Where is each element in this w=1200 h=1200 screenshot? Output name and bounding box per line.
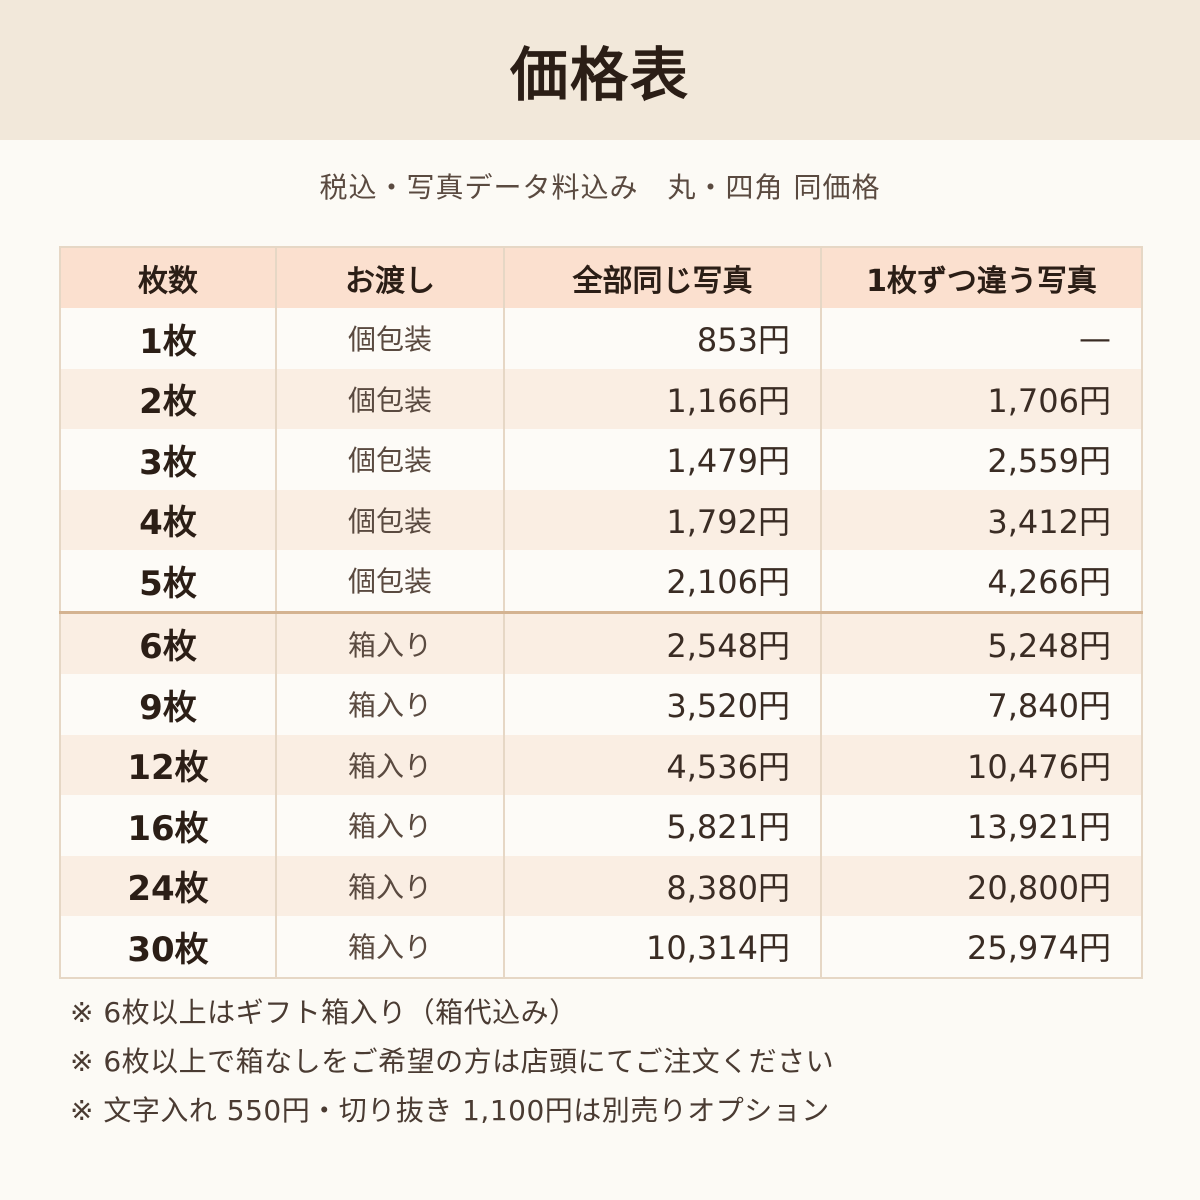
- same-photo-price-cell: 8,380円: [503, 855, 821, 916]
- footnote-options: ※ 文字入れ 550円・切り抜き 1,100円は別売りオプション: [70, 1094, 830, 1127]
- packaging-cell: 個包装: [275, 550, 504, 612]
- same-photo-price-cell: 2,106円: [503, 550, 821, 612]
- table-row: 12枚 箱入り 4,536円 10,476円: [60, 734, 1142, 795]
- column-header-packaging: お渡し: [275, 247, 504, 308]
- same-photo-price-cell: 3,520円: [503, 674, 821, 735]
- quantity-cell: 9枚: [60, 674, 276, 735]
- different-photo-price-cell: 3,412円: [820, 489, 1142, 550]
- different-photo-price-cell: 1,706円: [820, 368, 1142, 429]
- header-band: 価格表: [0, 0, 1200, 140]
- same-photo-price-cell: 1,792円: [503, 489, 821, 550]
- packaging-cell: 箱入り: [275, 610, 504, 674]
- different-photo-price-cell: 13,921円: [820, 795, 1142, 856]
- quantity-cell: 24枚: [60, 855, 276, 916]
- same-photo-price-cell: 853円: [503, 308, 821, 369]
- different-photo-price-cell: 7,840円: [820, 674, 1142, 735]
- table-row: 4枚 個包装 1,792円 3,412円: [60, 489, 1142, 550]
- different-photo-price-cell: 2,559円: [820, 429, 1142, 490]
- different-photo-price-cell: 20,800円: [820, 855, 1142, 916]
- different-photo-price-cell: 25,974円: [820, 916, 1142, 978]
- table-header-row: 枚数 お渡し 全部同じ写真 1枚ずつ違う写真: [60, 247, 1142, 308]
- table-row: 2枚 個包装 1,166円 1,706円: [60, 368, 1142, 429]
- footnote-gift-box: ※ 6枚以上はギフト箱入り（箱代込み）: [70, 996, 578, 1029]
- same-photo-price-cell: 2,548円: [503, 610, 821, 674]
- column-header-quantity: 枚数: [60, 247, 276, 308]
- column-header-different-photo-price: 1枚ずつ違う写真: [820, 247, 1142, 308]
- quantity-cell: 2枚: [60, 368, 276, 429]
- quantity-cell: 16枚: [60, 795, 276, 856]
- table-row: 1枚 個包装 853円 —: [60, 308, 1142, 369]
- table-row: 30枚 箱入り 10,314円 25,974円: [60, 916, 1142, 978]
- different-photo-price-cell: 4,266円: [820, 550, 1142, 612]
- table-row: 9枚 箱入り 3,520円 7,840円: [60, 674, 1142, 735]
- packaging-cell: 箱入り: [275, 795, 504, 856]
- packaging-cell: 個包装: [275, 429, 504, 490]
- table-row: 16枚 箱入り 5,821円 13,921円: [60, 795, 1142, 856]
- quantity-cell: 1枚: [60, 308, 276, 369]
- packaging-cell: 箱入り: [275, 855, 504, 916]
- table-row: 6枚 箱入り 2,548円 5,248円: [60, 610, 1142, 674]
- quantity-cell: 30枚: [60, 916, 276, 978]
- quantity-cell: 12枚: [60, 734, 276, 795]
- same-photo-price-cell: 5,821円: [503, 795, 821, 856]
- quantity-cell: 6枚: [60, 610, 276, 674]
- table-row: 24枚 箱入り 8,380円 20,800円: [60, 855, 1142, 916]
- column-header-same-photo-price: 全部同じ写真: [503, 247, 821, 308]
- packaging-cell: 箱入り: [275, 916, 504, 978]
- table-row: 3枚 個包装 1,479円 2,559円: [60, 429, 1142, 490]
- quantity-cell: 3枚: [60, 429, 276, 490]
- table-row: 5枚 個包装 2,106円 4,266円: [60, 550, 1142, 612]
- price-conditions-subtitle: 税込・写真データ料込み 丸・四角 同価格: [319, 171, 881, 204]
- page-title: 価格表: [509, 41, 690, 109]
- packaging-cell: 個包装: [275, 489, 504, 550]
- footnotes: ※ 6枚以上はギフト箱入り（箱代込み） ※ 6枚以上で箱なしをご希望の方は店頭に…: [70, 990, 1150, 1137]
- footnote-no-box-order: ※ 6枚以上で箱なしをご希望の方は店頭にてご注文ください: [70, 1045, 835, 1078]
- packaging-cell: 箱入り: [275, 734, 504, 795]
- quantity-cell: 5枚: [60, 550, 276, 612]
- same-photo-price-cell: 10,314円: [503, 916, 821, 978]
- same-photo-price-cell: 1,166円: [503, 368, 821, 429]
- packaging-cell: 箱入り: [275, 674, 504, 735]
- packaging-cell: 個包装: [275, 368, 504, 429]
- same-photo-price-cell: 1,479円: [503, 429, 821, 490]
- different-photo-price-cell: —: [820, 308, 1142, 369]
- same-photo-price-cell: 4,536円: [503, 734, 821, 795]
- different-photo-price-cell: 5,248円: [820, 610, 1142, 674]
- packaging-cell: 個包装: [275, 308, 504, 369]
- price-table: 枚数 お渡し 全部同じ写真 1枚ずつ違う写真 1枚 個包装 853円 — 2枚 …: [59, 246, 1143, 979]
- different-photo-price-cell: 10,476円: [820, 734, 1142, 795]
- quantity-cell: 4枚: [60, 489, 276, 550]
